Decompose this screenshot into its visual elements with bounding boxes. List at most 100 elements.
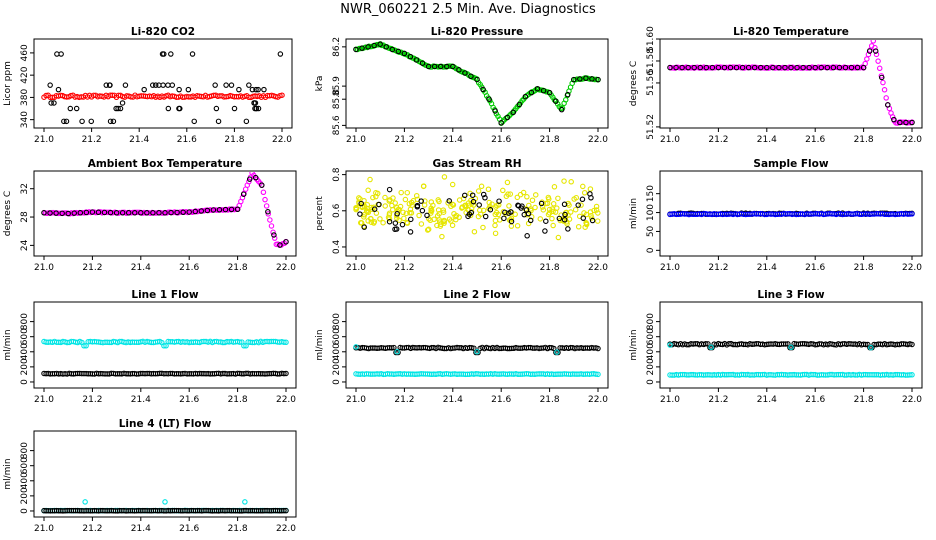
data-point [715,64,722,71]
data-layer [667,40,915,126]
data-point [377,216,383,222]
y-axis-label: ml/min [629,198,639,229]
data-point [593,371,599,377]
data-point [806,64,812,71]
data-point [532,192,539,198]
data-point [546,206,553,213]
y-tick-label: 50 [646,225,656,237]
data-point [860,64,867,71]
data-point [733,64,740,71]
data-point [55,86,62,93]
data-point [554,349,560,355]
y-axis-label: ml/min [3,458,13,489]
data-point [546,89,553,96]
panel-pressure: Li-820 Pressure 21.0 21.2 21.4 21.6 21.8 22.0 8… [315,26,609,145]
y-axis-label: degrees C [629,61,639,106]
data-point [909,372,915,378]
y-tick-label: 51.60 [646,26,656,52]
data-point [566,216,573,222]
x-tick-label: 21.8 [540,263,560,273]
data-point [113,210,120,216]
data-point [418,221,425,227]
data-point [386,210,393,217]
data-point [571,76,577,83]
data-point [528,89,535,96]
y-tick-label: 200 [20,358,30,375]
x-tick-label: 21.2 [82,395,102,405]
data-point [876,65,883,72]
data-point [222,206,229,213]
data-point [421,202,428,208]
y-tick-label: 85.8 [332,89,342,109]
data-point [83,209,90,216]
data-point [885,102,891,108]
data-point [115,105,121,112]
y-tick-label: 200 [646,358,656,375]
y-tick-label: 0.4 [332,240,342,255]
data-point [402,196,409,203]
x-tick-label: 22.0 [276,263,296,273]
x-tick-label: 21.4 [757,135,777,145]
plot-frame [33,170,297,257]
data-point [353,46,359,53]
data-layer [41,51,285,125]
y-tick-label: 460 [20,44,30,61]
panel-title: Li-820 Pressure [431,26,524,38]
x-tick-label: 21.2 [394,263,414,273]
y-tick-label: 24 [20,239,30,251]
y-axis-label: Licor ppm [3,61,13,106]
data-point [370,194,376,201]
data-point [255,105,262,112]
data-point [383,44,389,50]
data-point [571,196,577,202]
data-point [428,207,435,214]
data-point [504,114,510,121]
data-point [125,210,132,216]
data-point [234,206,241,213]
data-point [436,217,443,223]
data-point [449,181,456,188]
data-point [101,209,108,216]
panel-title: Sample Flow [753,158,828,170]
data-point [382,203,388,209]
data-point [165,82,171,88]
x-tick-label: 22.0 [588,395,608,405]
data-point [365,44,371,50]
data-point [524,233,530,239]
data-point [470,198,477,205]
data-point [673,64,679,71]
data-point [394,211,400,217]
y-tick-label: 51.58 [646,48,656,74]
panel-title: Li-820 Temperature [733,26,849,38]
panel-title: Line 1 Flow [131,289,198,301]
data-point [389,345,395,351]
data-point [437,63,444,70]
panel-title: Line 2 Flow [443,289,510,301]
data-point [579,196,586,203]
x-tick-label: 21.2 [708,263,728,273]
x-tick-label: 21.2 [394,135,414,145]
data-point [824,64,831,71]
data-point [551,345,557,352]
data-point [552,209,559,215]
y-tick-label: 85.9 [332,76,342,96]
panel-line4: Line 4 (LT) Flow 21.0 21.2 21.4 21.6 21.8 22.0… [3,418,297,534]
data-point [709,64,716,71]
data-point [527,217,534,224]
data-point [561,217,568,223]
data-layer [353,41,601,126]
data-point [745,64,752,71]
data-point [176,105,182,112]
data-point [253,174,259,181]
data-point [572,206,579,213]
data-point [487,206,494,213]
data-point [471,345,477,351]
panel-title: Line 4 (LT) Flow [119,418,212,430]
data-point [149,82,156,88]
data-point [210,207,217,213]
data-point [534,85,541,92]
y-tick-label: 0.8 [332,167,342,182]
x-tick-label: 21.0 [660,263,680,273]
data-point [236,86,242,93]
